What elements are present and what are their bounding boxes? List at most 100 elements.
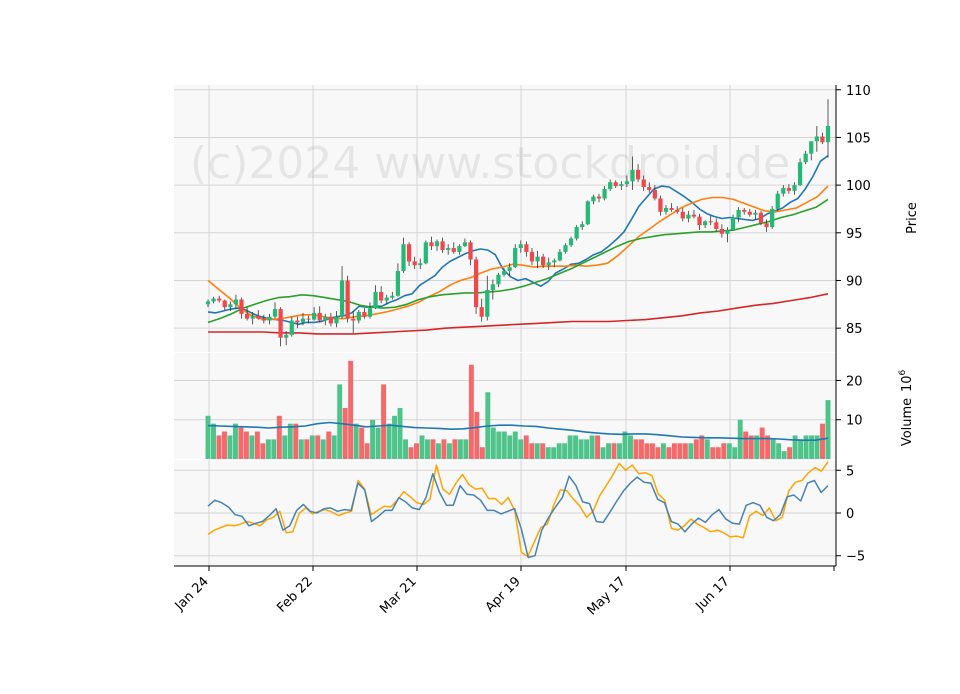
volume-bar	[463, 439, 469, 459]
volume-bar	[518, 439, 524, 459]
candle-body	[697, 216, 702, 226]
candle-body	[406, 244, 412, 262]
volume-bar	[243, 431, 249, 459]
candle-body	[272, 309, 278, 317]
candle-body	[613, 182, 618, 187]
volume-bar	[688, 443, 694, 459]
volume-bar	[397, 407, 403, 459]
volume-bar	[748, 435, 754, 459]
volume-bar	[787, 447, 793, 459]
candle-body	[239, 299, 244, 314]
candle-body	[781, 187, 786, 194]
volume-tick-label: 10	[846, 414, 863, 429]
candle-body	[691, 214, 697, 217]
candle-body	[725, 229, 730, 234]
candle-body	[278, 309, 283, 338]
date-tick-label: Jan 24	[172, 574, 212, 614]
volume-bar	[337, 384, 343, 459]
volume-bar	[655, 447, 661, 459]
candle-body	[602, 188, 607, 199]
candle-body	[518, 244, 523, 249]
candle-body	[708, 221, 713, 223]
candle-body	[797, 162, 803, 186]
candle-body	[244, 313, 250, 319]
candle-body	[535, 256, 540, 262]
volume-bar	[820, 423, 825, 459]
candle-body	[546, 262, 551, 266]
price-moving-average-line	[207, 154, 829, 326]
volume-bar	[803, 435, 809, 459]
volume-bar	[479, 447, 485, 459]
candle-body	[228, 304, 233, 308]
volume-bar	[798, 439, 804, 459]
price-tick-label: 100	[846, 179, 871, 194]
volume-bar	[671, 443, 677, 459]
candle-body	[256, 315, 261, 319]
volume-bar	[644, 443, 650, 459]
candle-body	[680, 211, 685, 219]
volume-moving-average-line	[207, 421, 829, 442]
volume-bar	[331, 435, 337, 459]
price-tick-label: 85	[846, 322, 863, 337]
volume-bar	[205, 415, 211, 459]
candle-body	[446, 248, 451, 250]
candle-body	[434, 241, 440, 247]
candle-body	[379, 291, 384, 301]
volume-bar	[529, 443, 535, 459]
volume-bar	[792, 435, 798, 459]
volume-bar	[265, 439, 271, 459]
candle-body	[418, 263, 423, 266]
candle-body	[261, 318, 266, 321]
candle-body	[496, 274, 501, 285]
candle-body	[284, 334, 289, 338]
candle-body	[513, 248, 518, 268]
volume-bar	[721, 443, 727, 459]
date-tick-label: Apr 19	[483, 574, 524, 615]
candle-body	[814, 136, 819, 142]
candle-body	[217, 298, 222, 301]
volume-bar	[425, 439, 430, 459]
candle-body	[412, 261, 417, 266]
candle-body	[647, 187, 652, 190]
volume-bar	[562, 443, 568, 459]
volume-axis-scale-label: 106	[898, 369, 915, 392]
price-moving-average-line	[208, 293, 829, 335]
volume-bar	[726, 443, 732, 459]
volume-bar	[238, 427, 244, 459]
volume-bar	[617, 443, 622, 459]
candle-body	[624, 181, 630, 185]
oscillator-line	[207, 461, 829, 558]
candle-body	[457, 246, 462, 252]
volume-bar	[578, 439, 584, 459]
candle-body	[328, 316, 334, 324]
volume-bar	[457, 439, 463, 459]
volume-bar	[408, 447, 414, 459]
candle-body	[669, 208, 674, 210]
volume-bar	[523, 435, 529, 459]
candle-body	[485, 290, 490, 317]
volume-bar	[551, 447, 557, 459]
candle-body	[323, 316, 328, 321]
volume-bar	[496, 431, 502, 459]
volume-bar	[304, 439, 310, 459]
volume-bar	[589, 435, 595, 459]
volume-bar	[282, 435, 288, 459]
volume-bar	[260, 443, 266, 459]
oscillator-tick-label: 0	[846, 507, 854, 522]
candle-body	[211, 298, 216, 302]
volume-bar	[221, 431, 227, 459]
price-tick-label: 95	[846, 227, 863, 242]
candle-body	[591, 196, 596, 202]
candle-body	[345, 280, 350, 319]
candle-body	[736, 209, 741, 218]
volume-bar	[781, 451, 787, 459]
candle-body	[317, 312, 322, 321]
candle-body	[742, 209, 747, 212]
candle-body	[574, 227, 579, 239]
volume-bar	[765, 435, 771, 459]
volume-bar	[326, 431, 332, 459]
candle-body	[619, 184, 624, 187]
volume-bar	[490, 427, 496, 459]
candle-body	[663, 208, 669, 212]
